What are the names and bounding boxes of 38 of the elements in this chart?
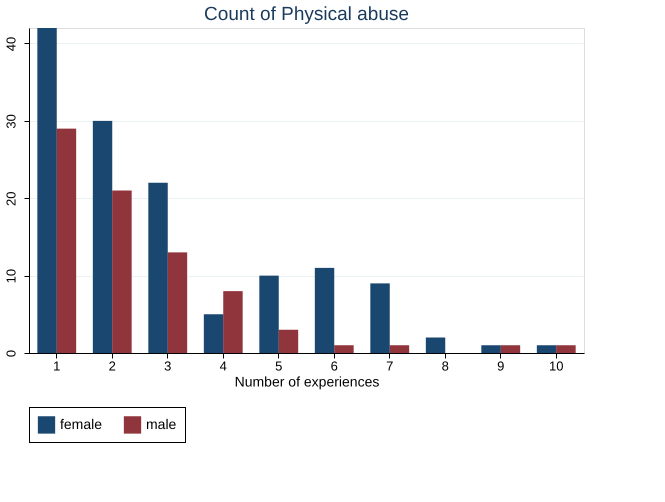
bar — [204, 314, 224, 353]
bar — [556, 345, 576, 353]
bar — [37, 28, 57, 353]
x-tick-label: 1 — [53, 358, 60, 374]
x-tick-label: 10 — [549, 358, 564, 374]
legend-label: male — [146, 416, 177, 432]
bar — [390, 345, 410, 353]
y-tick-label: 10 — [4, 268, 18, 284]
bar — [112, 190, 132, 353]
bar — [56, 128, 76, 353]
y-tick-label: 40 — [4, 36, 18, 52]
bar — [148, 182, 168, 353]
bar — [314, 268, 334, 353]
x-tick-label: 3 — [164, 358, 172, 374]
x-tick-label: 8 — [442, 358, 449, 374]
bar — [278, 330, 298, 353]
bar — [259, 276, 279, 353]
x-tick-label: 5 — [275, 358, 282, 374]
bar — [426, 338, 446, 353]
bar — [168, 252, 188, 353]
chart-title: Count of Physical abuse — [204, 4, 409, 25]
bar — [334, 345, 354, 353]
legend-label: female — [60, 416, 102, 432]
x-tick-label: 2 — [108, 358, 116, 374]
y-tick-label: 20 — [4, 192, 18, 206]
x-tick-label: 9 — [497, 358, 504, 374]
bar — [536, 345, 556, 353]
bar — [223, 291, 243, 353]
x-axis-title: Number of experiences — [234, 374, 380, 390]
bar — [481, 345, 501, 353]
y-tick-label: 30 — [4, 114, 18, 129]
x-tick-label: 4 — [220, 358, 227, 374]
y-tick-label: 0 — [4, 350, 18, 358]
x-tick-label: 6 — [330, 358, 338, 374]
bar — [92, 120, 112, 353]
bar — [500, 345, 520, 353]
bar — [370, 283, 390, 353]
x-tick-label: 7 — [386, 358, 394, 374]
